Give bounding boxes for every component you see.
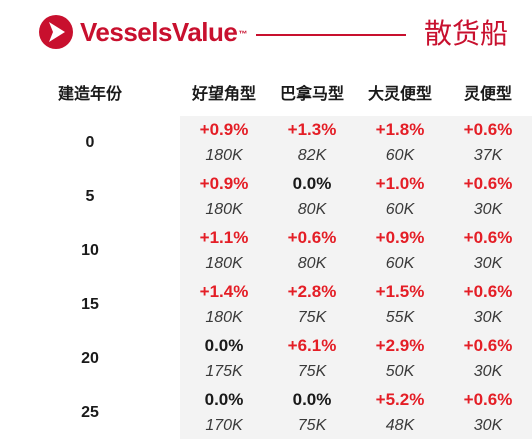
column-header-supramax: 大灵便型 [367,84,432,103]
column-header-panamax: 巴拿马型 [279,84,344,103]
value-cell-capesize: +1.4% 180K [180,278,268,332]
value-cell-panamax: +1.3% 82K [268,116,356,170]
vessel-value: 30K [473,255,503,272]
change-percent: +0.6% [463,228,513,247]
change-percent: +0.9% [199,174,249,193]
value-cell-panamax: 0.0% 80K [268,170,356,224]
vessel-value: 75K [297,363,327,380]
column-header-handysize: 灵便型 [463,84,512,103]
change-percent: +5.2% [375,390,425,409]
change-percent: +0.6% [463,120,513,139]
change-percent: +2.8% [287,282,337,301]
column-header-capesize: 好望角型 [191,84,256,103]
vessel-value: 60K [385,147,415,164]
change-percent: 0.0% [204,390,244,409]
change-percent: 0.0% [292,174,332,193]
value-cell-supramax: +2.9% 50K [356,332,444,386]
vessel-value: 30K [473,363,503,380]
vessel-value: 30K [473,309,503,326]
change-percent: +1.1% [199,228,249,247]
value-cell-handysize: +0.6% 37K [444,116,532,170]
vessel-value: 55K [385,309,415,326]
value-cell-handysize: +0.6% 30K [444,170,532,224]
vessel-value: 175K [205,363,243,380]
build-age-cell: 0 [85,134,95,151]
header-divider [256,34,406,36]
table-shaded-area [180,116,532,439]
value-cell-handysize: +0.6% 30K [444,224,532,278]
change-percent: +0.6% [463,282,513,301]
vesselsvalue-logo-icon [39,15,73,49]
change-percent: +0.9% [199,120,249,139]
change-percent: 0.0% [204,336,244,355]
page-title: 散货船 [424,17,509,50]
value-cell-panamax: +2.8% 75K [268,278,356,332]
build-age-cell: 10 [81,242,99,259]
change-percent: +6.1% [287,336,337,355]
header: VesselsValue™ 散货船 [0,0,532,66]
value-cell-handysize: +0.6% 30K [444,386,532,440]
value-cell-capesize: 0.0% 170K [180,386,268,440]
vessel-value: 80K [297,255,327,272]
change-percent: +2.9% [375,336,425,355]
change-percent: +0.9% [375,228,425,247]
vessel-value: 170K [205,417,243,434]
table-row: 15 +1.4% 180K +2.8% 75K +1.5% 55K +0.6% 30K [0,278,532,332]
table-row: 10 +1.1% 180K +0.6% 80K +0.9% 60K +0.6% 30K [0,224,532,278]
value-cell-supramax: +1.5% 55K [356,278,444,332]
change-percent: +1.5% [375,282,425,301]
value-cell-supramax: +1.0% 60K [356,170,444,224]
value-cell-supramax: +5.2% 48K [356,386,444,440]
value-cell-panamax: +0.6% 80K [268,224,356,278]
value-cell-panamax: +6.1% 75K [268,332,356,386]
change-percent: 0.0% [292,390,332,409]
vessel-value: 80K [297,201,327,218]
vessel-value: 180K [205,201,243,218]
vessel-value: 30K [473,201,503,218]
build-age-cell: 25 [81,404,99,421]
change-percent: +1.3% [287,120,337,139]
value-cell-supramax: +0.9% 60K [356,224,444,278]
vessel-value: 30K [473,417,503,434]
vessel-value: 82K [297,147,327,164]
value-cell-capesize: +1.1% 180K [180,224,268,278]
value-cell-capesize: 0.0% 175K [180,332,268,386]
build-age-cell: 5 [85,188,95,205]
table-row: 5 +0.9% 180K 0.0% 80K +1.0% 60K +0.6% 30K [0,170,532,224]
valuation-table: 建造年份 好望角型 巴拿马型 大灵便型 灵便型 0 +0.9% 180K +1.3% 8… [0,70,532,439]
value-cell-handysize: +0.6% 30K [444,278,532,332]
vessel-value: 50K [385,363,415,380]
vessel-value: 60K [385,201,415,218]
change-percent: +0.6% [463,174,513,193]
table-row: 20 0.0% 175K +6.1% 75K +2.9% 50K +0.6% 30K [0,332,532,386]
vessel-value: 60K [385,255,415,272]
value-cell-supramax: +1.8% 60K [356,116,444,170]
table-row: 25 0.0% 170K 0.0% 75K +5.2% 48K +0.6% 30K [0,386,532,440]
vessel-value: 180K [205,147,243,164]
trademark-mark: ™ [238,29,247,39]
vessel-value: 75K [297,417,327,434]
vessel-value: 180K [205,255,243,272]
vessel-value: 37K [473,147,503,164]
table-row: 0 +0.9% 180K +1.3% 82K +1.8% 60K +0.6% 37K [0,116,532,170]
change-percent: +0.6% [287,228,337,247]
vessel-value: 48K [385,417,415,434]
value-cell-panamax: 0.0% 75K [268,386,356,440]
value-cell-capesize: +0.9% 180K [180,116,268,170]
build-age-cell: 15 [81,296,99,313]
change-percent: +1.8% [375,120,425,139]
change-percent: +1.4% [199,282,249,301]
change-percent: +1.0% [375,174,425,193]
value-cell-handysize: +0.6% 30K [444,332,532,386]
change-percent: +0.6% [463,390,513,409]
value-cell-capesize: +0.9% 180K [180,170,268,224]
brand-name: VesselsValue™ [80,17,247,47]
vessel-value: 180K [205,309,243,326]
age-column-header: 建造年份 [57,84,122,103]
change-percent: +0.6% [463,336,513,355]
vessel-value: 75K [297,309,327,326]
build-age-cell: 20 [81,350,99,367]
